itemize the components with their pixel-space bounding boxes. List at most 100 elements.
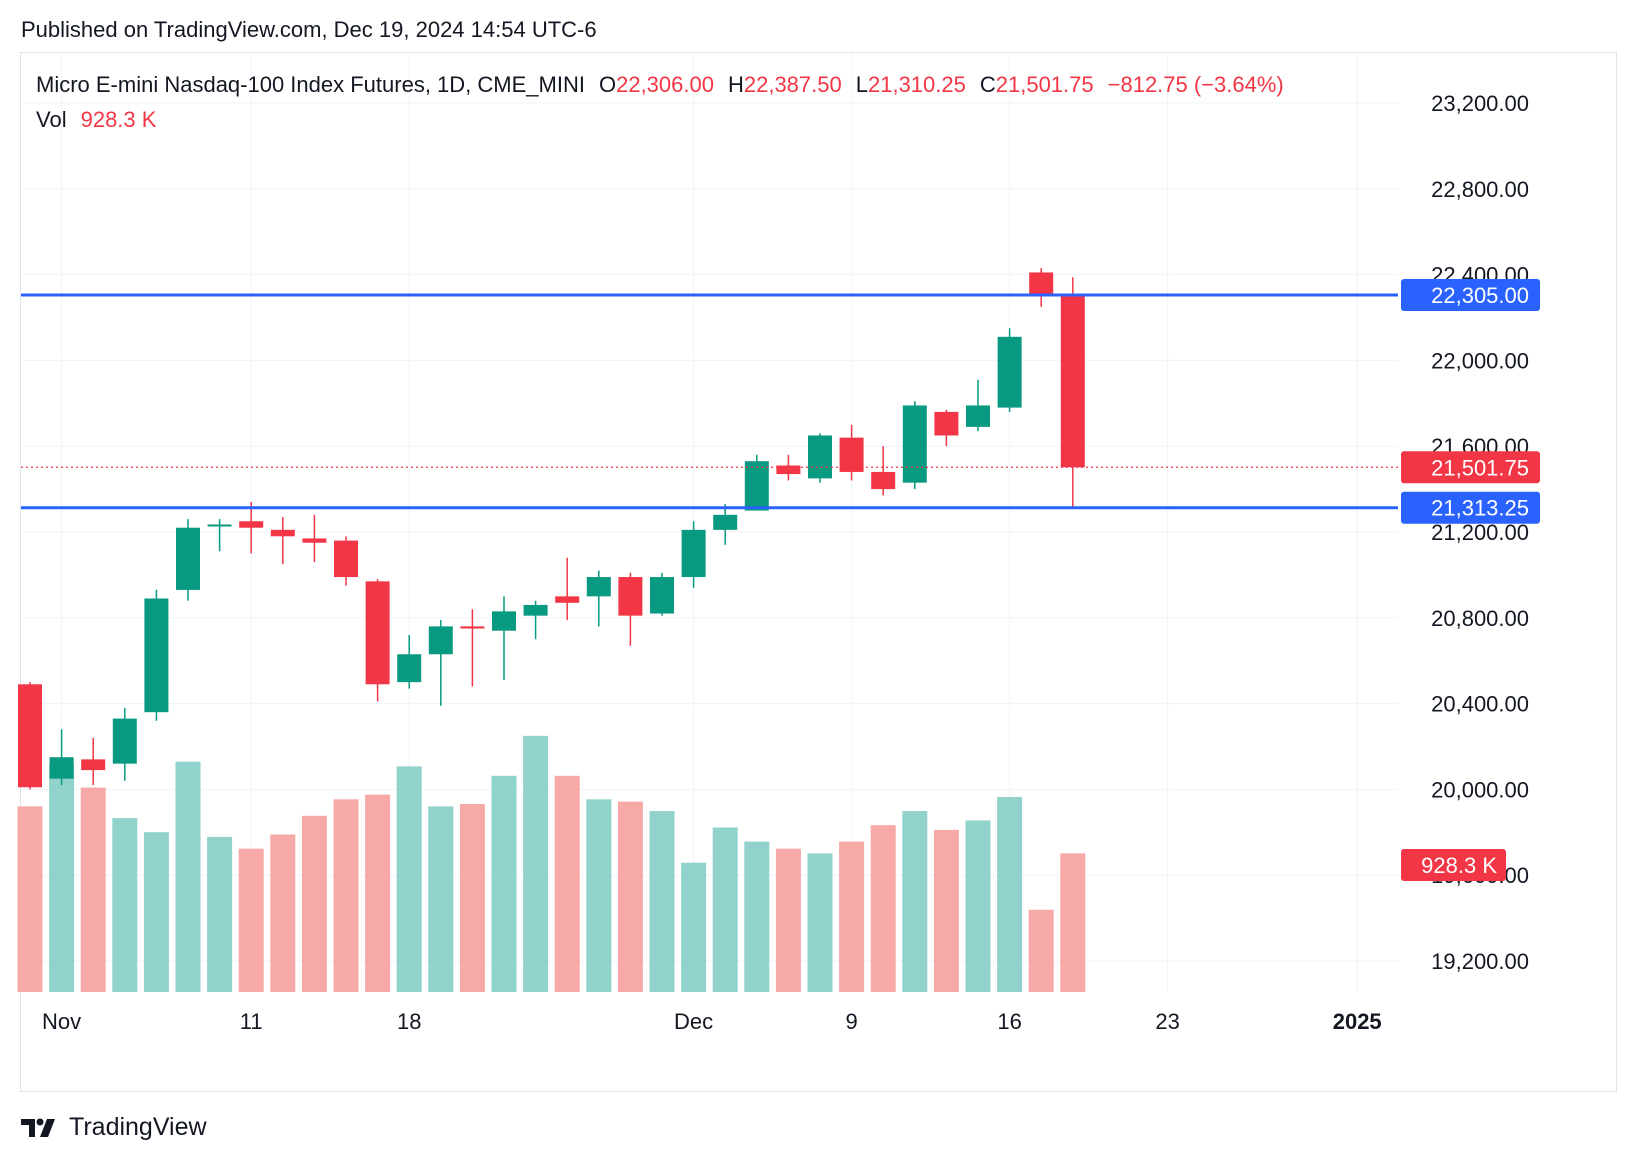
x-axis-tick-label: 11: [240, 1009, 263, 1034]
published-caption: Published on TradingView.com, Dec 19, 20…: [21, 17, 597, 42]
open-label: O: [598, 72, 617, 97]
volume-bar: [712, 827, 738, 992]
volume-bar: [238, 848, 264, 992]
volume-legend: Vol 928.3 K: [36, 107, 156, 133]
symbol-title[interactable]: Micro E-mini Nasdaq-100 Index Futures, 1…: [36, 72, 585, 97]
candle-body[interactable]: [144, 598, 169, 713]
volume-bar: [649, 811, 675, 992]
volume-badge: 928.3 K: [1421, 853, 1497, 878]
volume-bar: [491, 775, 517, 992]
volume-bar: [333, 799, 359, 992]
candle-body[interactable]: [934, 411, 959, 436]
candle-body[interactable]: [966, 405, 990, 427]
candle-body[interactable]: [460, 626, 485, 629]
volume-bar: [523, 735, 549, 992]
candle-body[interactable]: [49, 757, 74, 779]
volume-bar: [175, 761, 201, 992]
candle-body[interactable]: [270, 529, 295, 537]
candle-body[interactable]: [492, 611, 516, 631]
change-value: −812.75 (−3.64%): [1107, 72, 1284, 97]
candle-body[interactable]: [397, 654, 422, 683]
tradingview-logo-icon: [21, 1118, 55, 1137]
y-axis-tick-label: 22,800.00: [1431, 177, 1529, 202]
volume-bar: [207, 836, 233, 992]
candle-body[interactable]: [997, 336, 1022, 408]
x-axis-tick-label: 9: [845, 1009, 857, 1034]
volume-bar: [554, 775, 580, 992]
volume-bar: [396, 766, 422, 992]
y-axis-tick-label: 23,200.00: [1431, 91, 1529, 116]
level-price-badge: 22,305.00: [1431, 283, 1529, 308]
volume-bar: [997, 796, 1023, 992]
footer-brand[interactable]: TradingView: [21, 1113, 207, 1142]
low-label: L: [855, 72, 868, 97]
close-value: 21,501.75: [995, 72, 1094, 97]
candle-body[interactable]: [365, 581, 390, 685]
volume-bar: [428, 806, 454, 992]
volume-bar: [270, 834, 296, 992]
candle-body[interactable]: [871, 471, 896, 490]
open-value: 22,306.00: [616, 72, 714, 97]
x-axis-tick-label: Dec: [674, 1009, 713, 1034]
candle-body[interactable]: [1029, 272, 1054, 294]
volume-bar: [586, 799, 612, 992]
vol-label[interactable]: Vol: [36, 107, 67, 132]
candle-body[interactable]: [176, 527, 200, 590]
volume-bar: [1060, 853, 1086, 992]
candle-body[interactable]: [650, 577, 674, 614]
x-axis-tick-label: Nov: [42, 1009, 81, 1034]
volume-bar: [807, 853, 833, 992]
candle-body[interactable]: [523, 604, 548, 616]
high-label: H: [727, 72, 744, 97]
candle-body[interactable]: [207, 524, 232, 527]
candle-body[interactable]: [1060, 294, 1085, 468]
candle-body[interactable]: [713, 514, 738, 530]
candle-body[interactable]: [808, 435, 832, 479]
volume-bar: [902, 811, 928, 992]
volume-bar: [870, 825, 896, 992]
ohlc-legend: Micro E-mini Nasdaq-100 Index Futures, 1…: [36, 72, 1284, 98]
high-value: 22,387.50: [743, 72, 842, 97]
candle-body[interactable]: [18, 684, 42, 788]
volume-bar: [365, 794, 391, 992]
last-price-badge-bg: [1401, 451, 1540, 484]
candle-body[interactable]: [555, 596, 580, 603]
candle-body[interactable]: [428, 626, 453, 655]
x-axis-tick-label: 18: [397, 1009, 421, 1034]
candle-body[interactable]: [112, 718, 137, 764]
candle-body[interactable]: [681, 529, 706, 578]
candle-body[interactable]: [81, 759, 106, 771]
candle-body[interactable]: [776, 465, 801, 475]
y-axis-tick-label: 20,400.00: [1431, 692, 1529, 717]
candle-body[interactable]: [334, 540, 358, 578]
candle-body[interactable]: [902, 405, 927, 483]
volume-bar: [301, 815, 327, 992]
volume-bar: [775, 848, 801, 992]
volume-bar: [839, 841, 865, 992]
level-price-badge: 21,313.25: [1431, 496, 1529, 521]
volume-bar: [459, 804, 485, 992]
x-axis-tick-label: 16: [997, 1009, 1021, 1034]
brand-name: TradingView: [69, 1113, 207, 1141]
candle-body[interactable]: [586, 577, 611, 597]
candle-body[interactable]: [618, 577, 643, 616]
volume-bar: [617, 801, 643, 992]
close-label: C: [979, 72, 996, 97]
candle-body[interactable]: [744, 461, 769, 511]
chart-frame: [20, 52, 1617, 1092]
low-value: 21,310.25: [867, 72, 966, 97]
candle-body[interactable]: [302, 538, 327, 543]
volume-bar: [17, 806, 43, 992]
y-axis-tick-label: 20,000.00: [1431, 777, 1529, 802]
volume-badge-bg: [1401, 849, 1506, 881]
candle-body[interactable]: [239, 521, 264, 528]
y-axis-tick-label: 22,000.00: [1431, 348, 1529, 373]
vol-value: 928.3 K: [80, 107, 157, 132]
x-axis-tick-label: 23: [1155, 1009, 1179, 1034]
volume-bar: [681, 862, 707, 992]
level-price-badge-bg: [1401, 491, 1540, 524]
y-axis-tick-label: 20,800.00: [1431, 606, 1529, 631]
candle-body[interactable]: [839, 437, 864, 472]
volume-bar: [965, 820, 991, 992]
